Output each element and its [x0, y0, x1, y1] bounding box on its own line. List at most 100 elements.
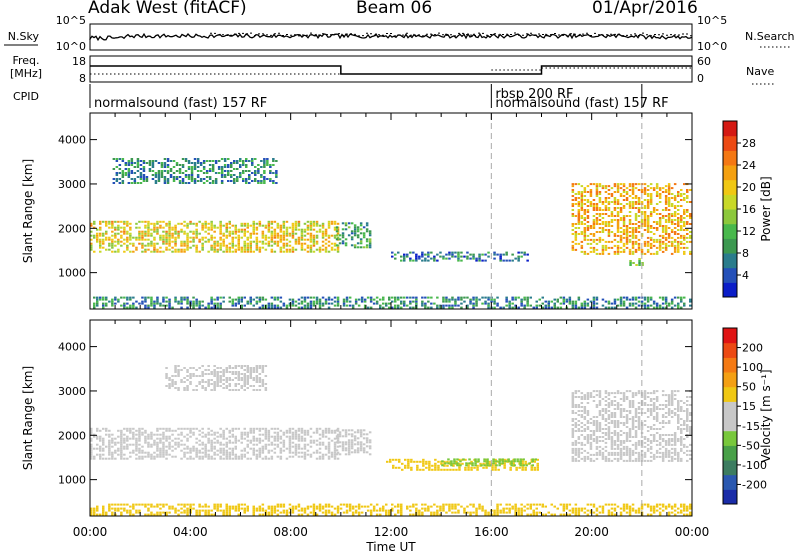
data-cell [153, 457, 156, 460]
data-cell [667, 217, 671, 219]
data-cell [162, 453, 165, 456]
data-cell [270, 435, 274, 438]
data-cell [595, 217, 599, 219]
data-cell [577, 438, 581, 440]
data-cell [487, 255, 490, 258]
data-cell [586, 438, 590, 440]
data-cell [154, 174, 158, 176]
data-cell [264, 445, 268, 448]
data-cell [210, 228, 213, 231]
data-cell [90, 431, 93, 434]
data-cell [580, 205, 584, 207]
data-cell [655, 408, 659, 410]
data-cell [208, 160, 212, 162]
data-cell [249, 244, 252, 247]
data-cell [583, 459, 587, 462]
data-cell [285, 220, 289, 223]
data-cell [335, 226, 339, 229]
data-cell [356, 431, 360, 434]
data-cell [174, 248, 177, 251]
data-cell [252, 447, 255, 450]
data-cell [282, 230, 286, 233]
data-cell [303, 457, 307, 460]
data-cell [589, 392, 593, 395]
data-cell [472, 304, 475, 307]
data-cell [689, 298, 692, 301]
data-cell [120, 304, 123, 307]
data-cell [613, 426, 617, 428]
data-cell [144, 300, 147, 303]
data-cell [607, 392, 611, 395]
data-cell [683, 242, 686, 245]
data-cell [276, 455, 280, 458]
data-cell [667, 203, 671, 205]
data-cell [141, 455, 144, 458]
data-cell [264, 387, 268, 389]
data-cell [163, 182, 167, 184]
data-cell [625, 238, 629, 241]
data-cell [465, 462, 468, 465]
data-cell [613, 306, 617, 309]
data-cell [267, 431, 271, 434]
data-cell [640, 189, 644, 191]
data-cell [442, 298, 445, 301]
data-cell [327, 441, 331, 444]
data-cell [610, 231, 614, 233]
data-cell [398, 466, 401, 469]
data-cell [145, 178, 149, 180]
data-cell [114, 437, 117, 440]
data-cell [192, 427, 195, 430]
data-cell [124, 174, 128, 176]
data-cell [99, 447, 102, 450]
data-cell [589, 396, 593, 398]
data-cell [344, 443, 348, 446]
data-cell [111, 234, 114, 237]
data-cell [580, 221, 584, 223]
colorbar-tick-label: 20 [742, 181, 756, 194]
data-cell [456, 462, 459, 465]
data-cell [586, 302, 590, 305]
data-cell [677, 221, 680, 223]
data-cell [571, 432, 575, 434]
data-cell [327, 443, 331, 446]
data-cell [172, 172, 176, 174]
data-cell [141, 449, 144, 452]
data-cell [577, 193, 581, 195]
data-cell [187, 178, 191, 180]
data-cell [315, 443, 319, 446]
data-cell [264, 433, 268, 436]
data-cell [336, 302, 340, 305]
data-cell [267, 437, 271, 440]
data-cell [228, 300, 231, 303]
data-cell [312, 304, 316, 307]
data-cell [683, 438, 686, 440]
data-cell [476, 466, 479, 469]
data-cell [622, 447, 626, 450]
data-cell [401, 462, 404, 465]
data-cell [207, 232, 210, 235]
data-cell [297, 439, 301, 442]
data-cell [646, 447, 650, 450]
data-cell [312, 228, 316, 231]
data-cell [363, 306, 367, 309]
data-cell [288, 427, 292, 430]
data-cell [252, 224, 255, 227]
data-cell [118, 172, 122, 174]
data-cell [127, 176, 131, 178]
data-cell [204, 369, 207, 371]
data-cell [457, 259, 460, 262]
data-cell [625, 447, 629, 450]
data-cell [601, 428, 605, 430]
data-cell [151, 166, 155, 168]
data-cell [598, 185, 602, 188]
data-cell [93, 220, 96, 223]
data-cell [102, 449, 105, 452]
data-cell [111, 503, 114, 506]
data-cell [643, 189, 647, 191]
data-cell [201, 222, 204, 225]
data-cell [234, 455, 237, 458]
data-cell [90, 443, 93, 446]
data-cell [680, 298, 683, 301]
data-cell [291, 234, 295, 237]
data-cell [520, 300, 523, 303]
